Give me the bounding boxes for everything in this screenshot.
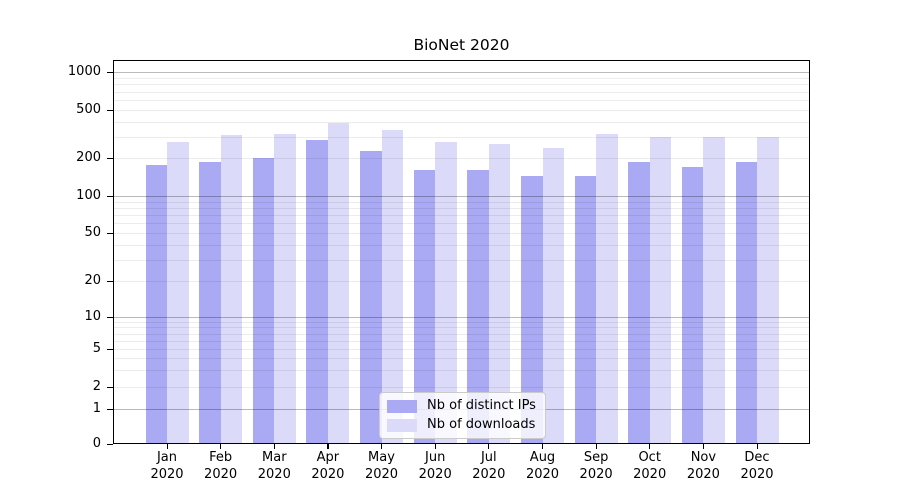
y-tick — [107, 386, 113, 388]
x-tick — [756, 444, 758, 449]
x-tick-label: Jun 2020 — [418, 450, 452, 482]
bar-distinct-ips-sep — [574, 175, 597, 444]
x-tick-label: May 2020 — [364, 450, 399, 482]
x-tick — [166, 444, 168, 449]
bar-downloads-jun — [435, 142, 457, 444]
y-tick-label: 5 — [92, 341, 101, 356]
y-tick-label: 0 — [92, 436, 101, 451]
x-tick — [434, 444, 436, 449]
x-tick-label: Feb 2020 — [204, 450, 238, 482]
bar-downloads-may — [381, 130, 403, 444]
bar-downloads-nov — [703, 136, 725, 444]
y-tick-label: 10 — [84, 309, 101, 324]
y-tick — [107, 348, 113, 350]
x-tick-label: Jan 2020 — [150, 450, 184, 482]
y-tick-label: 1000 — [67, 64, 101, 79]
bar-downloads-oct — [649, 136, 672, 444]
bar-distinct-ips-apr — [306, 140, 328, 444]
y-tick-label: 2 — [92, 379, 101, 394]
bar-downloads-apr — [327, 123, 350, 444]
x-tick-label: Apr 2020 — [311, 450, 345, 482]
legend-item-downloads: Nb of downloads — [387, 418, 536, 432]
y-tick-label: 1 — [92, 401, 101, 416]
y-tick — [107, 71, 113, 73]
legend: Nb of distinct IPs Nb of downloads — [379, 392, 546, 439]
x-tick-label: Mar 2020 — [257, 450, 291, 482]
y-tick-label: 20 — [84, 273, 101, 288]
y-tick — [107, 408, 113, 410]
x-tick — [595, 444, 597, 449]
bar-distinct-ips-feb — [199, 162, 221, 444]
bar-distinct-ips-jul — [467, 170, 489, 444]
bar-downloads-mar — [274, 134, 296, 444]
legend-label-distinct-ips: Nb of distinct IPs — [427, 398, 536, 413]
y-tick-label: 50 — [84, 225, 101, 240]
y-tick — [107, 195, 113, 197]
x-tick-label: Aug 2020 — [525, 450, 560, 482]
legend-item-distinct-ips: Nb of distinct IPs — [387, 399, 536, 413]
bar-distinct-ips-may — [360, 150, 382, 444]
x-tick — [220, 444, 222, 449]
x-tick-label: Sep 2020 — [579, 450, 613, 482]
bar-downloads-dec — [757, 136, 779, 444]
y-tick — [107, 157, 113, 159]
y-tick — [107, 443, 113, 445]
y-tick-label: 200 — [76, 150, 101, 165]
x-tick — [327, 444, 329, 449]
x-tick-label: Oct 2020 — [633, 450, 667, 482]
bar-downloads-jan — [167, 142, 189, 444]
bar-distinct-ips-jun — [413, 170, 436, 444]
y-tick — [107, 280, 113, 282]
bar-distinct-ips-aug — [521, 175, 543, 444]
x-tick — [649, 444, 651, 449]
plot-area — [113, 60, 810, 444]
x-tick-label: Dec 2020 — [740, 450, 774, 482]
bar-downloads-jul — [488, 144, 511, 444]
bar-distinct-ips-mar — [252, 158, 275, 444]
bar-distinct-ips-nov — [681, 166, 704, 444]
legend-label-downloads: Nb of downloads — [427, 417, 536, 432]
x-tick — [381, 444, 383, 449]
y-tick — [107, 232, 113, 234]
bar-downloads-sep — [596, 134, 618, 444]
legend-swatch-distinct-ips-icon — [387, 399, 417, 413]
bar-distinct-ips-dec — [735, 162, 757, 444]
y-tick — [107, 316, 113, 318]
x-tick-label: Nov 2020 — [686, 450, 720, 482]
y-tick — [107, 109, 113, 111]
y-tick-label: 500 — [76, 102, 101, 117]
x-tick-label: Jul 2020 — [472, 450, 506, 482]
legend-swatch-downloads-icon — [387, 418, 417, 432]
bar-downloads-aug — [542, 148, 564, 444]
x-tick — [273, 444, 275, 449]
bar-distinct-ips-oct — [628, 162, 650, 444]
chart-title: BioNet 2020 — [413, 36, 510, 54]
x-tick — [488, 444, 490, 449]
x-tick — [702, 444, 705, 449]
bar-distinct-ips-jan — [145, 165, 167, 444]
bar-downloads-feb — [220, 135, 243, 444]
x-tick — [542, 444, 544, 449]
y-tick-label: 100 — [76, 188, 101, 203]
